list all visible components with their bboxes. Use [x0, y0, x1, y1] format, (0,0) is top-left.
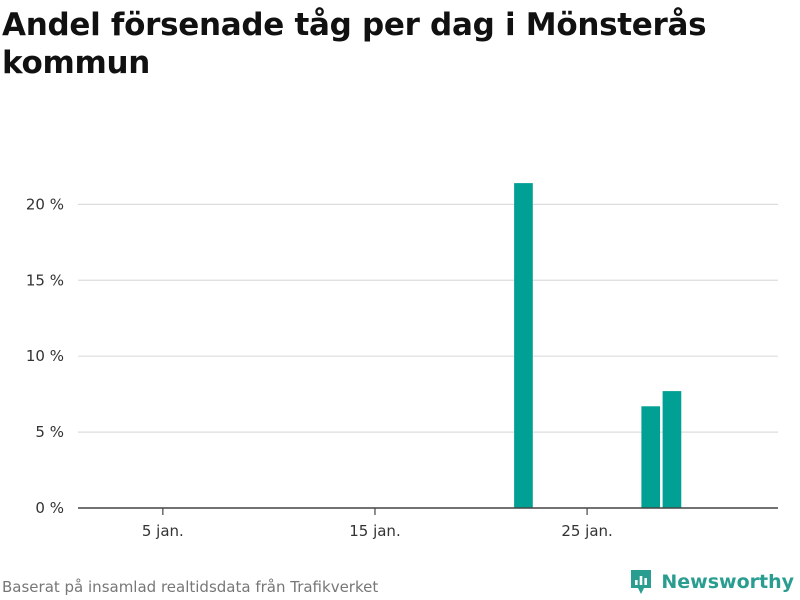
y-tick-label: 20 %	[26, 195, 64, 213]
brand-name: Newsworthy	[661, 571, 794, 593]
x-axis-ticks: 5 jan. 15 jan. 25 jan.	[142, 508, 613, 540]
bar-chart: 0 % 5 % 10 % 15 % 20 % 5 jan. 15 jan. 25 jan.	[26, 183, 778, 540]
x-tick-label: 15 jan.	[349, 522, 401, 540]
bar	[641, 406, 661, 508]
gridlines	[78, 203, 778, 433]
x-tick-label: 25 jan.	[561, 522, 613, 540]
y-tick-label: 10 %	[26, 347, 64, 365]
bars	[514, 183, 682, 509]
brand-logo[interactable]: Newsworthy	[629, 568, 794, 596]
bar	[514, 183, 533, 509]
y-tick-label: 5 %	[35, 423, 64, 441]
y-axis-ticks: 0 % 5 % 10 % 15 % 20 %	[26, 195, 64, 517]
source-note: Baserat på insamlad realtidsdata från Tr…	[2, 578, 379, 596]
y-tick-label: 15 %	[26, 271, 64, 289]
newsworthy-logo-icon	[631, 570, 652, 594]
x-tick-label: 5 jan.	[142, 522, 184, 540]
y-tick-label: 0 %	[35, 499, 64, 517]
chart-title: Andel försenade tåg per dag i Mönsterås …	[2, 7, 707, 81]
bar	[662, 391, 682, 508]
